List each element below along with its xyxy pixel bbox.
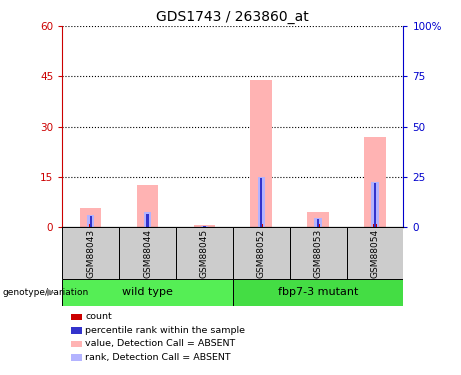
Text: wild type: wild type [122,287,173,297]
Text: GSM88045: GSM88045 [200,228,209,278]
Bar [144,212,151,227]
Text: fbp7-3 mutant: fbp7-3 mutant [278,287,358,297]
Text: GSM88053: GSM88053 [313,228,323,278]
Text: GSM88043: GSM88043 [86,228,95,278]
Bar [314,217,322,227]
Bar [201,225,208,227]
Bar [89,216,92,227]
Bar [347,227,403,279]
Text: rank, Detection Call = ABSENT: rank, Detection Call = ABSENT [85,353,231,362]
Bar [147,213,148,227]
Bar [250,80,272,227]
Bar [373,224,377,227]
Bar [62,227,119,279]
Bar [194,225,215,227]
Bar [203,226,206,227]
Bar [87,215,95,227]
Bar [89,224,92,227]
Bar [62,279,233,306]
Text: value, Detection Call = ABSENT: value, Detection Call = ABSENT [85,339,236,348]
Bar [364,136,386,227]
Text: GSM88052: GSM88052 [257,228,266,278]
Bar [137,185,158,227]
Bar [317,224,319,227]
Bar [233,227,290,279]
Bar [146,224,149,227]
Bar [233,279,403,306]
Bar [307,212,329,227]
Bar [317,219,319,227]
Bar [260,224,263,227]
Bar [258,177,265,227]
Title: GDS1743 / 263860_at: GDS1743 / 263860_at [156,10,309,24]
Bar [119,227,176,279]
Bar [290,227,347,279]
Bar [260,178,262,227]
Bar [374,183,376,227]
Text: genotype/variation: genotype/variation [2,288,89,297]
Text: GSM88054: GSM88054 [371,228,379,278]
Text: ▶: ▶ [47,287,54,297]
Text: GSM88044: GSM88044 [143,229,152,278]
Bar [203,226,206,227]
Text: percentile rank within the sample: percentile rank within the sample [85,326,245,335]
Text: count: count [85,312,112,321]
Bar [176,227,233,279]
Bar [80,209,101,227]
Bar [371,182,378,227]
